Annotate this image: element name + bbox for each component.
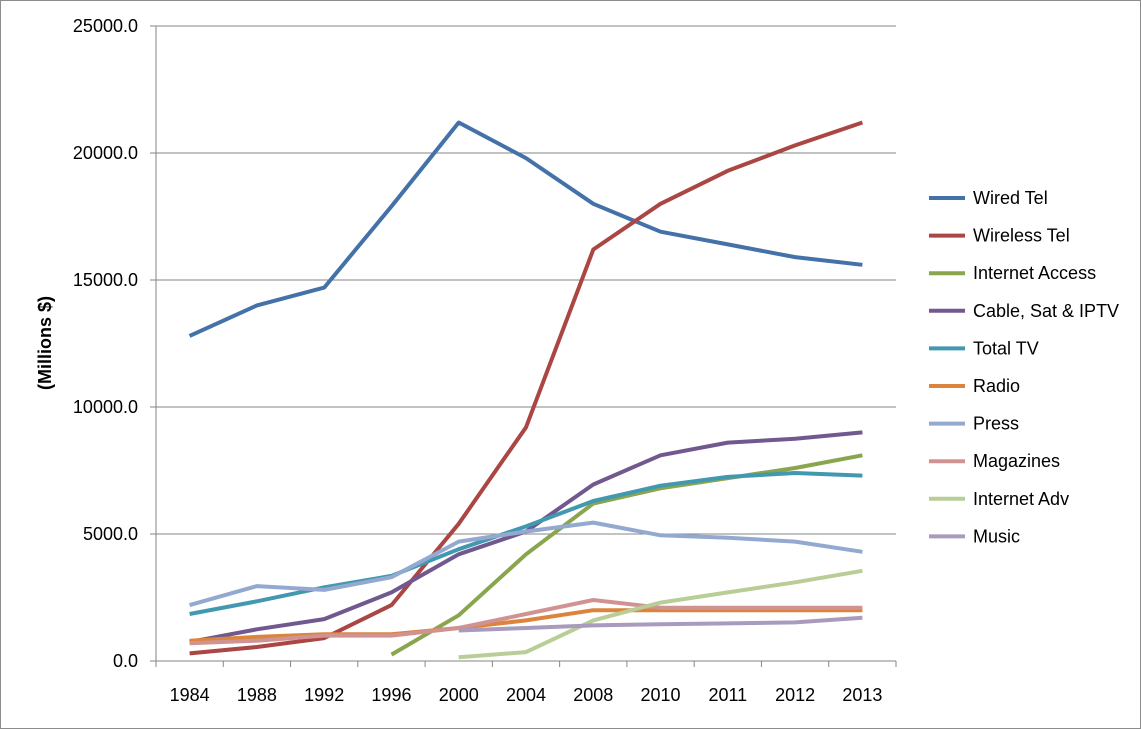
x-tick-label: 2004 <box>506 685 546 705</box>
legend: Wired Tel Wireless Tel Internet Access Cabl… <box>929 188 1119 546</box>
legend-label: Cable, Sat & IPTV <box>973 301 1119 321</box>
series-line-internet-adv <box>458 568 863 660</box>
series-line-magazines <box>189 598 863 646</box>
series-line-wired-tel <box>188 120 863 338</box>
legend-item-cable-sat-iptv: Cable, Sat & IPTV <box>929 301 1119 321</box>
legend-label: Press <box>973 414 1019 434</box>
legend-item-wired-tel: Wired Tel <box>929 188 1048 208</box>
y-tick-label: 25000.0 <box>73 16 138 36</box>
axes <box>150 25 897 667</box>
y-tick-label: 15000.0 <box>73 270 138 290</box>
legend-item-total-tv: Total TV <box>929 338 1039 358</box>
legend-item-internet-access: Internet Access <box>929 263 1096 283</box>
series-line-press <box>189 520 863 608</box>
series-lines <box>188 120 864 660</box>
x-axis-ticks: 1984 1988 1992 1996 2000 2004 2008 2010 2011 2012… <box>170 685 883 705</box>
legend-item-radio: Radio <box>929 376 1020 396</box>
gridlines <box>156 25 896 535</box>
legend-item-wireless-tel: Wireless Tel <box>929 226 1070 246</box>
x-tick-label: 2011 <box>708 685 747 705</box>
x-tick-label: 1992 <box>304 685 344 705</box>
legend-item-press: Press <box>929 414 1019 434</box>
legend-label: Internet Access <box>973 263 1096 283</box>
y-axis-title: (Millions $) <box>35 296 55 390</box>
x-tick-label: 2010 <box>641 685 681 705</box>
series-line-wireless-tel <box>189 120 864 656</box>
legend-label: Wired Tel <box>973 188 1048 208</box>
legend-item-magazines: Magazines <box>929 451 1060 471</box>
series-line-radio <box>189 608 863 643</box>
series-line-total-tv <box>189 471 863 616</box>
y-tick-label: 10000.0 <box>73 397 138 417</box>
series-line-internet-access <box>390 453 863 657</box>
x-tick-label: 1988 <box>237 685 277 705</box>
y-axis-ticks: 0.0 5000.0 10000.0 15000.0 20000.0 25000.0 <box>73 16 138 671</box>
y-tick-label: 0.0 <box>113 651 138 671</box>
series-line-music <box>458 615 863 633</box>
legend-label: Internet Adv <box>973 489 1069 509</box>
x-tick-label: 2012 <box>775 685 815 705</box>
legend-label: Radio <box>973 376 1020 396</box>
legend-label: Music <box>973 526 1020 546</box>
x-tick-label: 2013 <box>842 685 882 705</box>
legend-label: Magazines <box>973 451 1060 471</box>
legend-label: Total TV <box>973 338 1039 358</box>
x-tick-label: 2000 <box>439 685 479 705</box>
x-tick-label: 1996 <box>371 685 411 705</box>
legend-item-music: Music <box>929 526 1020 546</box>
y-tick-label: 5000.0 <box>83 524 138 544</box>
x-tick-label: 1984 <box>170 685 210 705</box>
x-tick-label: 2008 <box>573 685 613 705</box>
y-tick-label: 20000.0 <box>73 143 138 163</box>
legend-label: Wireless Tel <box>973 226 1070 246</box>
legend-item-internet-adv: Internet Adv <box>929 489 1069 509</box>
